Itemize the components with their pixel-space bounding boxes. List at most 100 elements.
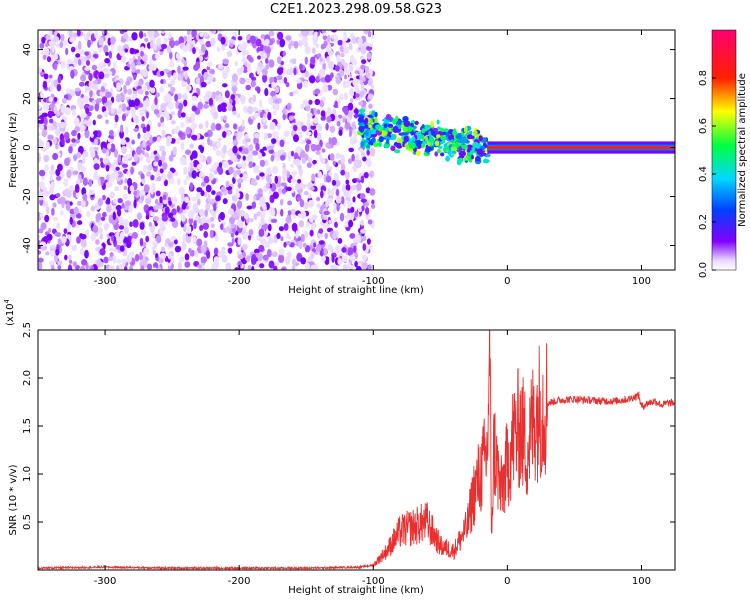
spectrogram-cell (346, 262, 352, 270)
spectrogram-cell (287, 152, 292, 161)
spectrogram-cell (346, 212, 351, 218)
spectrogram-cell (57, 75, 62, 84)
spectrogram-cell (362, 243, 367, 251)
spectrogram-cell (150, 103, 155, 112)
spectrogram-cell (306, 139, 312, 145)
spectrogram-cell (118, 263, 123, 270)
spectrogram-cell (121, 202, 125, 209)
spectrogram-cell (237, 177, 244, 184)
spectrogram-cell (280, 236, 284, 241)
spectrogram-cell (139, 251, 143, 261)
spectrogram-cell (241, 56, 247, 64)
spectrogram-cell (115, 204, 122, 211)
spectrogram-cell (142, 68, 149, 78)
spectrogram-cell (354, 160, 361, 169)
spectrogram-cell (313, 30, 320, 33)
spectrogram-cell (39, 124, 45, 131)
spectrogram-cell (344, 122, 351, 130)
spectrogram-cell (331, 136, 338, 146)
spectrogram-cell (189, 182, 194, 191)
spectrogram-cell (87, 39, 91, 48)
spectrogram-cell (127, 141, 132, 149)
spectrogram-cell (100, 216, 106, 221)
spectrogram-cell (365, 207, 370, 215)
spectrogram-cell (334, 65, 340, 72)
spectrogram-cell (107, 37, 112, 46)
spectrogram-cell (352, 196, 356, 203)
spectrogram-cell (242, 155, 246, 161)
spectrogram-cell (306, 112, 313, 119)
spectrogram-cell (177, 109, 182, 119)
spectrogram-cell (169, 59, 175, 68)
spectrogram-cell (142, 241, 147, 248)
spectrogram-cell (232, 145, 238, 154)
spectrogram-cell (131, 232, 138, 239)
spectrogram-cell (116, 265, 120, 270)
spectrogram-cell (253, 136, 259, 145)
spectrogram-cell (175, 52, 181, 60)
spectrogram-cell (139, 237, 144, 247)
spectrogram-cell (355, 234, 362, 243)
spectrogram-cell (272, 191, 279, 199)
spectrogram-cell (142, 103, 146, 108)
spectrogram-cell (215, 149, 222, 156)
spectrogram-cell (136, 146, 142, 155)
spectrogram-cell (334, 180, 341, 187)
spectrogram-cell (197, 264, 203, 269)
spectrogram-cell (182, 66, 189, 71)
spectrogram-cell (455, 133, 463, 140)
spectrogram-cell (271, 138, 277, 144)
spectrogram-cell (84, 51, 89, 56)
spectrogram-cell (176, 93, 182, 100)
spectrogram-cell (283, 77, 288, 84)
spectrogram-cell (360, 55, 365, 60)
spectrogram-cell (293, 134, 299, 143)
spectrogram-cell (277, 31, 284, 40)
spectrogram-cell (363, 30, 369, 35)
spectrogram-cell (352, 178, 357, 184)
spectrogram-cell (167, 83, 172, 88)
spectrogram-cell (316, 132, 322, 141)
spectrogram-cell (285, 231, 290, 239)
snr-panel: -300 -200 -100 0 100 0.5 1.0 1.5 2.0 2.5 Height o… (3, 300, 676, 596)
spectrogram-cell (211, 190, 216, 196)
spectrogram-cell (143, 33, 147, 38)
spectrogram-cell (199, 32, 204, 38)
spectrogram-cell (102, 211, 107, 218)
spectrogram-cell (285, 241, 291, 246)
spectrogram-cell (215, 90, 220, 96)
spectrogram-cell (198, 123, 204, 130)
spectrogram-cell (112, 198, 117, 204)
spectrogram-cell (321, 96, 326, 101)
spectrogram-cell (198, 208, 205, 217)
spectrogram-cell (299, 139, 306, 144)
spectrogram-cell (268, 59, 275, 68)
spectrogram-cell (82, 95, 89, 104)
spectrogram-cell (322, 215, 328, 220)
spectrogram-cell (75, 53, 81, 58)
spectrogram-cell (259, 263, 265, 269)
spectrogram-cell (206, 77, 211, 82)
spectrogram-cell (177, 65, 181, 75)
spectrogram-cell (322, 84, 329, 93)
spectrogram-cell (103, 256, 109, 264)
spectrogram-cell (314, 31, 318, 37)
spectrogram-cell (303, 190, 309, 196)
spectrogram-cell (45, 206, 50, 215)
spectrogram-cell (45, 34, 50, 40)
spectrogram-cell (237, 43, 244, 52)
spectrogram-cell (256, 211, 261, 217)
spectrogram-cell (230, 153, 236, 162)
spectrogram-cell (54, 127, 61, 137)
spectrogram-cell (163, 37, 169, 44)
spectrogram-cell (225, 262, 232, 270)
spectrogram-cell (137, 88, 144, 95)
spectrogram-cell (117, 198, 123, 204)
spectrogram-cell (48, 96, 54, 103)
spectrogram-cell (114, 186, 120, 192)
spectrogram-cell (291, 265, 296, 270)
spectrogram-cell (232, 31, 238, 37)
spectrogram-cell (50, 181, 55, 189)
spectrogram-cell (161, 43, 168, 50)
